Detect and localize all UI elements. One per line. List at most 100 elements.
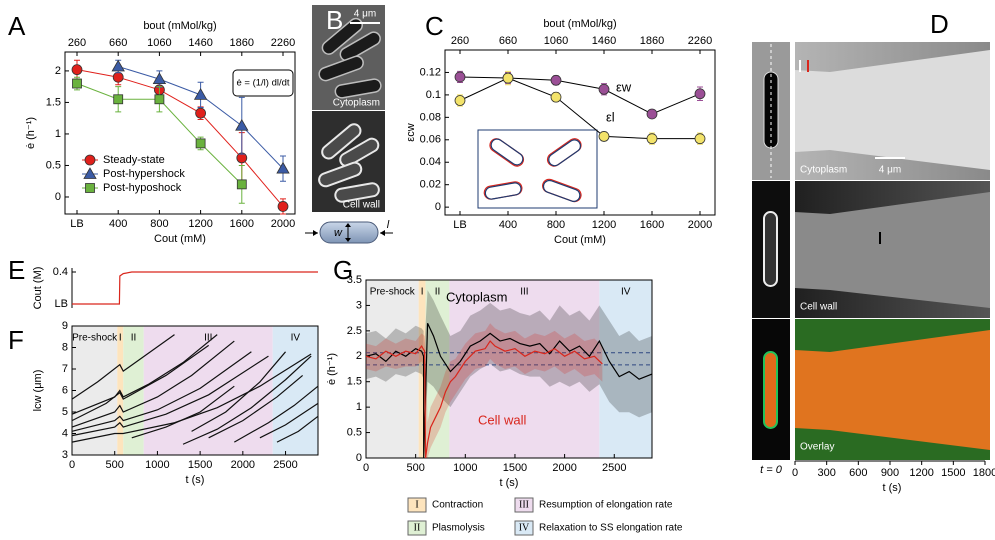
y-tick-label: 2.5 [347,325,362,337]
width-label: w [334,227,343,239]
legend-label: Resumption of elongation rate [539,500,673,511]
y-tick-label: 0.12 [420,66,441,78]
legend-label: Steady-state [103,154,165,166]
legend-swatch [407,497,427,513]
legend-label: Post-hypershock [103,168,185,180]
marker [454,95,466,106]
t0-label: t = 0 [760,464,783,476]
y-tick-label: 0.4 [53,266,68,278]
x2-tick-label: 2260 [271,37,295,49]
row-label: Cytoplasm [333,98,380,109]
phase-label: II [435,287,441,298]
x-tick-label: 1200 [592,219,616,231]
x-tick-label: 1500 [188,459,212,471]
data-line [71,334,175,400]
legend-marker [84,154,96,166]
phase-band [72,326,118,455]
marker [454,71,466,83]
y-axis-label: εcw [405,123,417,141]
y-axis-label: ė (h⁻¹) [25,117,37,149]
x-axis-label: t (s) [500,477,519,489]
plot-frame [365,279,653,459]
data-line [276,415,319,443]
marker [276,161,290,174]
panel-letter: B [326,5,343,35]
legend-numeral: I [415,499,418,510]
x2-tick-label: 1860 [640,35,664,47]
marker [550,74,562,86]
marker [72,78,82,89]
phase-label: Pre-shock [72,333,118,344]
x-tick-label: LB [453,219,466,231]
kymo-cell [795,330,990,450]
phase-band [599,280,652,458]
phase-band [449,280,600,458]
phase-label: I [421,287,424,298]
phase-label: IV [621,287,631,298]
cell [763,211,778,287]
phase-band [123,326,144,455]
phase-label: III [204,333,212,344]
x-axis-label: Cout (mM) [154,233,206,245]
legend-numeral: II [414,522,421,533]
legend-marker [83,167,97,179]
cell-outlines [483,138,582,203]
marker [195,138,206,149]
x-tick-label: 1600 [230,218,254,230]
marker [550,91,562,103]
data-line [131,385,235,439]
x-axis-label: Cout (mM) [554,234,606,246]
phase-label: III [520,287,528,298]
y-axis-label: Cout (M) [32,267,44,310]
legend-numeral: III [519,499,529,510]
marker [694,133,706,145]
y-tick-label: 2 [55,65,61,77]
annotation-box [232,69,294,97]
panel-letter: D [930,9,949,39]
cell [763,351,778,429]
x-tick-label: 2000 [688,219,712,231]
cells [318,17,382,99]
x-tick-label: 2000 [552,462,576,474]
phase-label: Pre-shock [370,287,416,298]
phase-band [272,326,318,455]
marker [235,118,249,131]
legend-swatch [407,520,427,536]
row-label: Cell wall [343,200,380,211]
plot-frame [64,51,296,215]
x-tick-label: 1200 [909,467,933,479]
y-tick-label: 8 [62,341,68,353]
x-tick-label: 0 [792,467,798,479]
arrow-head [345,223,351,227]
cells [318,123,380,203]
marker [71,64,83,76]
x-tick-label: 400 [499,219,517,231]
data-line [71,344,210,422]
y-tick-label: 1 [55,128,61,140]
x-tick-label: 800 [150,218,168,230]
y-tick-label: 0.5 [46,159,61,171]
y-tick-label: 7 [62,363,68,375]
marker [502,72,514,84]
x2-axis-label: bout (mMol/kg) [543,18,616,30]
panel-letter: F [8,325,24,355]
marker [113,94,124,105]
row-label: Cell wall [800,302,837,313]
marker [646,108,658,120]
x-axis-label: t (s) [883,482,902,494]
x-tick-label: 1200 [188,218,212,230]
phase-label: II [131,333,137,344]
kymo-cell [795,192,990,308]
data-line [182,355,312,445]
x2-tick-label: 660 [109,37,127,49]
phase-band [425,280,450,458]
y-tick-label: 0 [435,201,441,213]
panel-letter: E [8,255,25,285]
legend-label: Plasmolysis [432,523,485,534]
phase-label: IV [291,333,301,344]
legend-label: Contraction [432,500,483,511]
plot-frame [444,49,716,216]
x-tick-label: 2000 [231,459,255,471]
legend-label: Post-hyposhock [103,182,182,194]
y-axis-label: lcw (μm) [32,370,44,412]
